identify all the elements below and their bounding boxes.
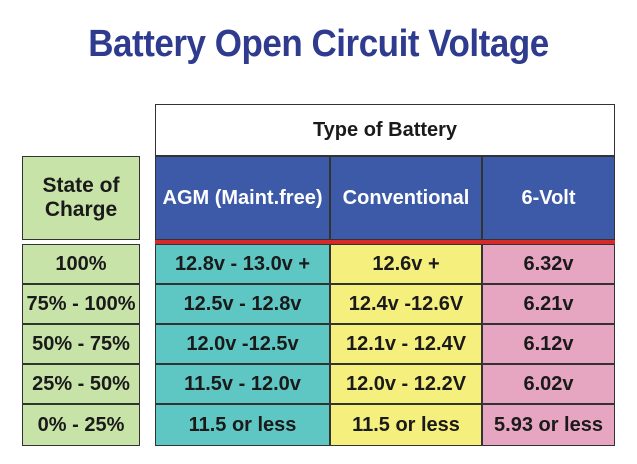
agm-voltage-cell: 12.0v -12.5v xyxy=(155,324,330,364)
agm-voltage-cell: 12.8v - 13.0v + xyxy=(155,244,330,284)
conventional-voltage-cell: 11.5 or less xyxy=(330,404,482,446)
six-volt-voltage-cell: 6.32v xyxy=(482,244,615,284)
header-divider-line xyxy=(155,240,615,244)
column-header-conventional: Conventional xyxy=(330,156,482,240)
conventional-voltage-cell: 12.1v - 12.4V xyxy=(330,324,482,364)
six-volt-voltage-cell: 6.02v xyxy=(482,364,615,404)
state-of-charge-cell: 25% - 50% xyxy=(22,364,140,404)
agm-voltage-cell: 11.5 or less xyxy=(155,404,330,446)
state-of-charge-cell: 75% - 100% xyxy=(22,284,140,324)
state-of-charge-cell: 0% - 25% xyxy=(22,404,140,446)
six-volt-voltage-cell: 5.93 or less xyxy=(482,404,615,446)
conventional-voltage-cell: 12.0v - 12.2V xyxy=(330,364,482,404)
conventional-voltage-cell: 12.6v + xyxy=(330,244,482,284)
six-volt-voltage-cell: 6.12v xyxy=(482,324,615,364)
state-of-charge-cell: 100% xyxy=(22,244,140,284)
agm-voltage-cell: 12.5v - 12.8v xyxy=(155,284,330,324)
conventional-voltage-cell: 12.4v -12.6V xyxy=(330,284,482,324)
column-header-agm: AGM (Maint.free) xyxy=(155,156,330,240)
six-volt-voltage-cell: 6.21v xyxy=(482,284,615,324)
state-of-charge-header: State of Charge xyxy=(22,156,140,240)
column-header-6-volt: 6-Volt xyxy=(482,156,615,240)
page-title: Battery Open Circuit Voltage xyxy=(88,23,549,65)
state-of-charge-cell: 50% - 75% xyxy=(22,324,140,364)
agm-voltage-cell: 11.5v - 12.0v xyxy=(155,364,330,404)
type-of-battery-header: Type of Battery xyxy=(155,104,615,156)
